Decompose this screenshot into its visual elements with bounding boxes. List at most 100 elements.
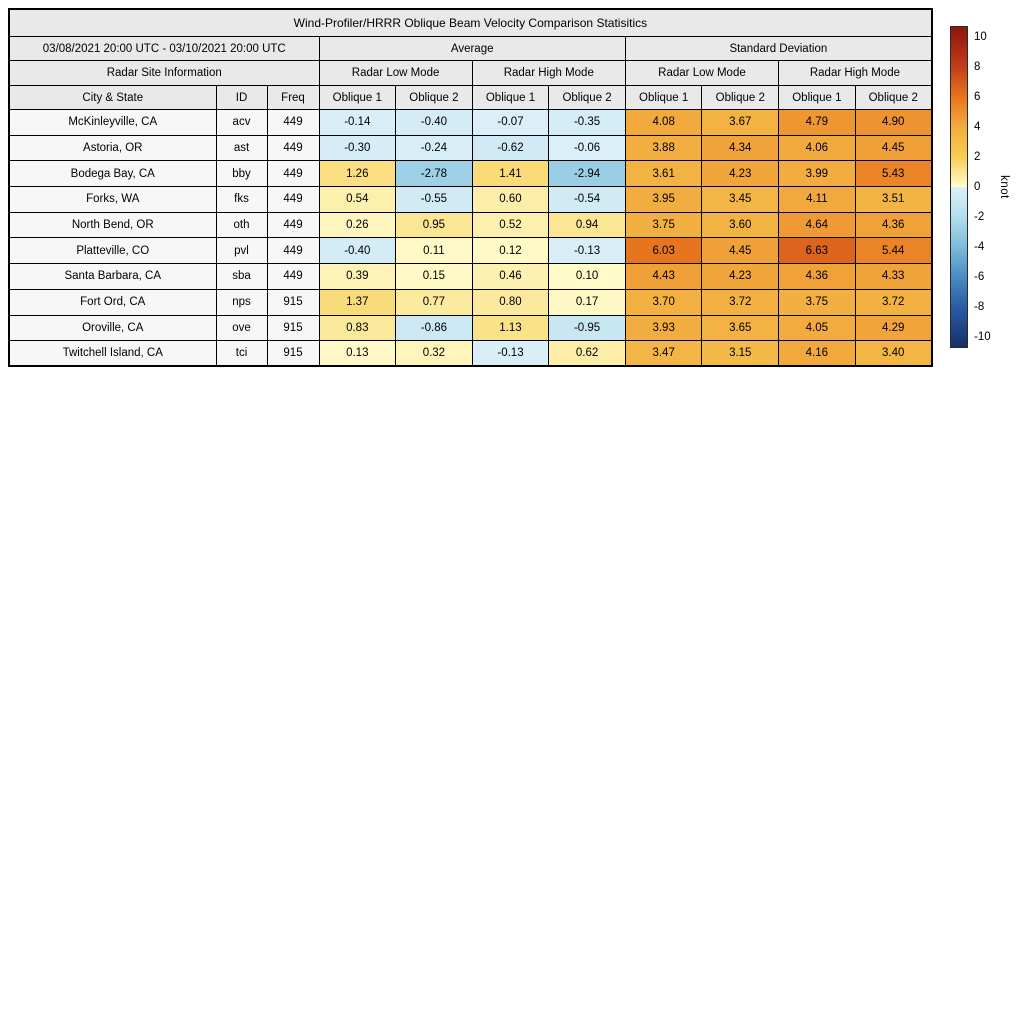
cell-avg-low-oblique1: -0.30 [318,134,397,162]
std-high-mode-header: Radar High Mode [778,60,933,86]
cell-std-low-oblique1: 3.61 [624,160,703,188]
cell-std-high-oblique1: 3.75 [778,288,856,316]
mode-header-row: Radar Site Information Radar Low Mode Ra… [8,60,933,86]
colorbar [950,26,968,348]
cell-avg-low-oblique2: -0.24 [395,134,473,162]
table-row: Santa Barbara, CA sba 449 0.39 0.15 0.46 0.10 4… [8,263,933,290]
cell-avg-high-oblique2: -0.35 [548,109,626,136]
cell-city: Twitchell Island, CA [8,340,217,367]
cell-avg-high-oblique1: 0.60 [471,186,550,213]
cell-freq: 449 [266,160,320,188]
cell-std-low-oblique1: 3.70 [624,288,703,316]
cell-std-low-oblique2: 4.23 [701,263,780,290]
cell-std-high-oblique2: 4.29 [854,314,933,342]
cell-avg-high-oblique1: 1.41 [471,160,550,188]
cell-site-id: nps [215,288,268,316]
cell-avg-low-oblique2: 0.95 [395,211,473,239]
cell-std-low-oblique2: 3.72 [701,288,780,316]
cell-site-id: sba [215,263,268,290]
cell-site-id: ast [215,134,268,162]
cell-avg-low-oblique2: -0.40 [395,109,473,136]
colorbar-tick-label: 0 [974,181,981,193]
cell-std-high-oblique2: 5.43 [854,160,933,188]
cell-avg-high-oblique2: 0.17 [548,288,626,316]
cell-freq: 915 [266,288,320,316]
cell-site-id: fks [215,186,268,213]
cell-site-id: pvl [215,237,268,265]
cell-avg-high-oblique2: -0.06 [548,134,626,162]
colorbar-tick-label: -8 [974,301,985,314]
cell-city: Oroville, CA [8,314,217,342]
colorbar-tick-label: 2 [974,150,981,163]
colorbar-tick-label: -6 [974,271,985,284]
cell-std-high-oblique2: 4.45 [854,134,933,162]
cell-freq: 449 [266,263,320,290]
cell-std-high-oblique1: 4.64 [778,211,856,239]
cell-std-high-oblique1: 4.06 [778,134,856,162]
cell-avg-high-oblique2: -0.13 [548,237,626,265]
cell-site-id: acv [215,109,268,136]
cell-avg-low-oblique1: 0.83 [318,314,397,342]
cell-std-low-oblique2: 3.45 [701,186,780,213]
oblique-column-header: Oblique 1 [318,85,397,110]
cell-avg-low-oblique1: 0.39 [318,263,397,290]
cell-std-low-oblique2: 3.67 [701,109,780,136]
cell-std-high-oblique1: 4.05 [778,314,856,342]
cell-avg-low-oblique1: 0.26 [318,211,397,239]
cell-std-low-oblique2: 3.15 [701,340,780,367]
cell-freq: 915 [266,340,320,367]
cell-avg-low-oblique1: -0.14 [318,109,397,136]
cell-std-high-oblique2: 4.33 [854,263,933,290]
std-low-mode-header: Radar Low Mode [624,60,780,86]
cell-std-low-oblique1: 3.75 [624,211,703,239]
cell-freq: 915 [266,314,320,342]
colorbar-tick-label: 10 [974,30,987,43]
cell-avg-low-oblique2: 0.11 [395,237,473,265]
oblique-column-header: Oblique 2 [854,85,933,110]
colorbar-tick-label: 4 [974,120,981,133]
oblique-column-header: Oblique 1 [624,85,703,110]
colorbar-tick-label: 6 [974,90,981,103]
table-row: McKinleyville, CA acv 449 -0.14 -0.40 -0.07 -0… [8,109,933,136]
colorbar-tick-label: -4 [974,241,985,254]
oblique-column-header: Oblique 1 [778,85,856,110]
cell-avg-high-oblique1: -0.07 [471,109,550,136]
cell-std-low-oblique2: 4.23 [701,160,780,188]
cell-avg-high-oblique2: -0.54 [548,186,626,213]
cell-std-low-oblique1: 6.03 [624,237,703,265]
cell-avg-high-oblique1: -0.62 [471,134,550,162]
average-group-header: Average [318,36,626,61]
cell-std-high-oblique2: 3.40 [854,340,933,367]
cell-avg-high-oblique1: 0.12 [471,237,550,265]
table-row: Astoria, OR ast 449 -0.30 -0.24 -0.62 -0.06 3.8… [8,134,933,162]
cell-avg-low-oblique2: 0.32 [395,340,473,367]
cell-avg-high-oblique2: -2.94 [548,160,626,188]
colorbar-tick-label: 8 [974,60,981,73]
cell-freq: 449 [266,186,320,213]
cell-avg-low-oblique1: 0.13 [318,340,397,367]
cell-std-low-oblique1: 3.88 [624,134,703,162]
cell-avg-high-oblique2: 0.94 [548,211,626,239]
cell-city: North Bend, OR [8,211,217,239]
cell-avg-low-oblique2: 0.77 [395,288,473,316]
cell-std-low-oblique1: 3.47 [624,340,703,367]
cell-std-high-oblique2: 4.90 [854,109,933,136]
cell-std-high-oblique1: 3.99 [778,160,856,188]
cell-avg-high-oblique1: 0.52 [471,211,550,239]
cell-avg-low-oblique1: -0.40 [318,237,397,265]
oblique-column-header: Oblique 1 [471,85,550,110]
cell-std-low-oblique1: 3.93 [624,314,703,342]
table-body: McKinleyville, CA acv 449 -0.14 -0.40 -0.07 -0… [8,109,933,367]
cell-avg-high-oblique1: 1.13 [471,314,550,342]
oblique-column-header: Oblique 2 [701,85,780,110]
cell-std-low-oblique2: 4.45 [701,237,780,265]
cell-avg-high-oblique1: 0.80 [471,288,550,316]
table-row: Twitchell Island, CA tci 915 0.13 0.32 -0.13 0… [8,340,933,367]
site-info-header: Radar Site Information [8,60,320,86]
cell-city: Platteville, CO [8,237,217,265]
cell-std-low-oblique2: 3.65 [701,314,780,342]
table-row: North Bend, OR oth 449 0.26 0.95 0.52 0.94 3.75… [8,211,933,239]
colorbar-tick-label: -2 [974,211,985,224]
cell-freq: 449 [266,211,320,239]
